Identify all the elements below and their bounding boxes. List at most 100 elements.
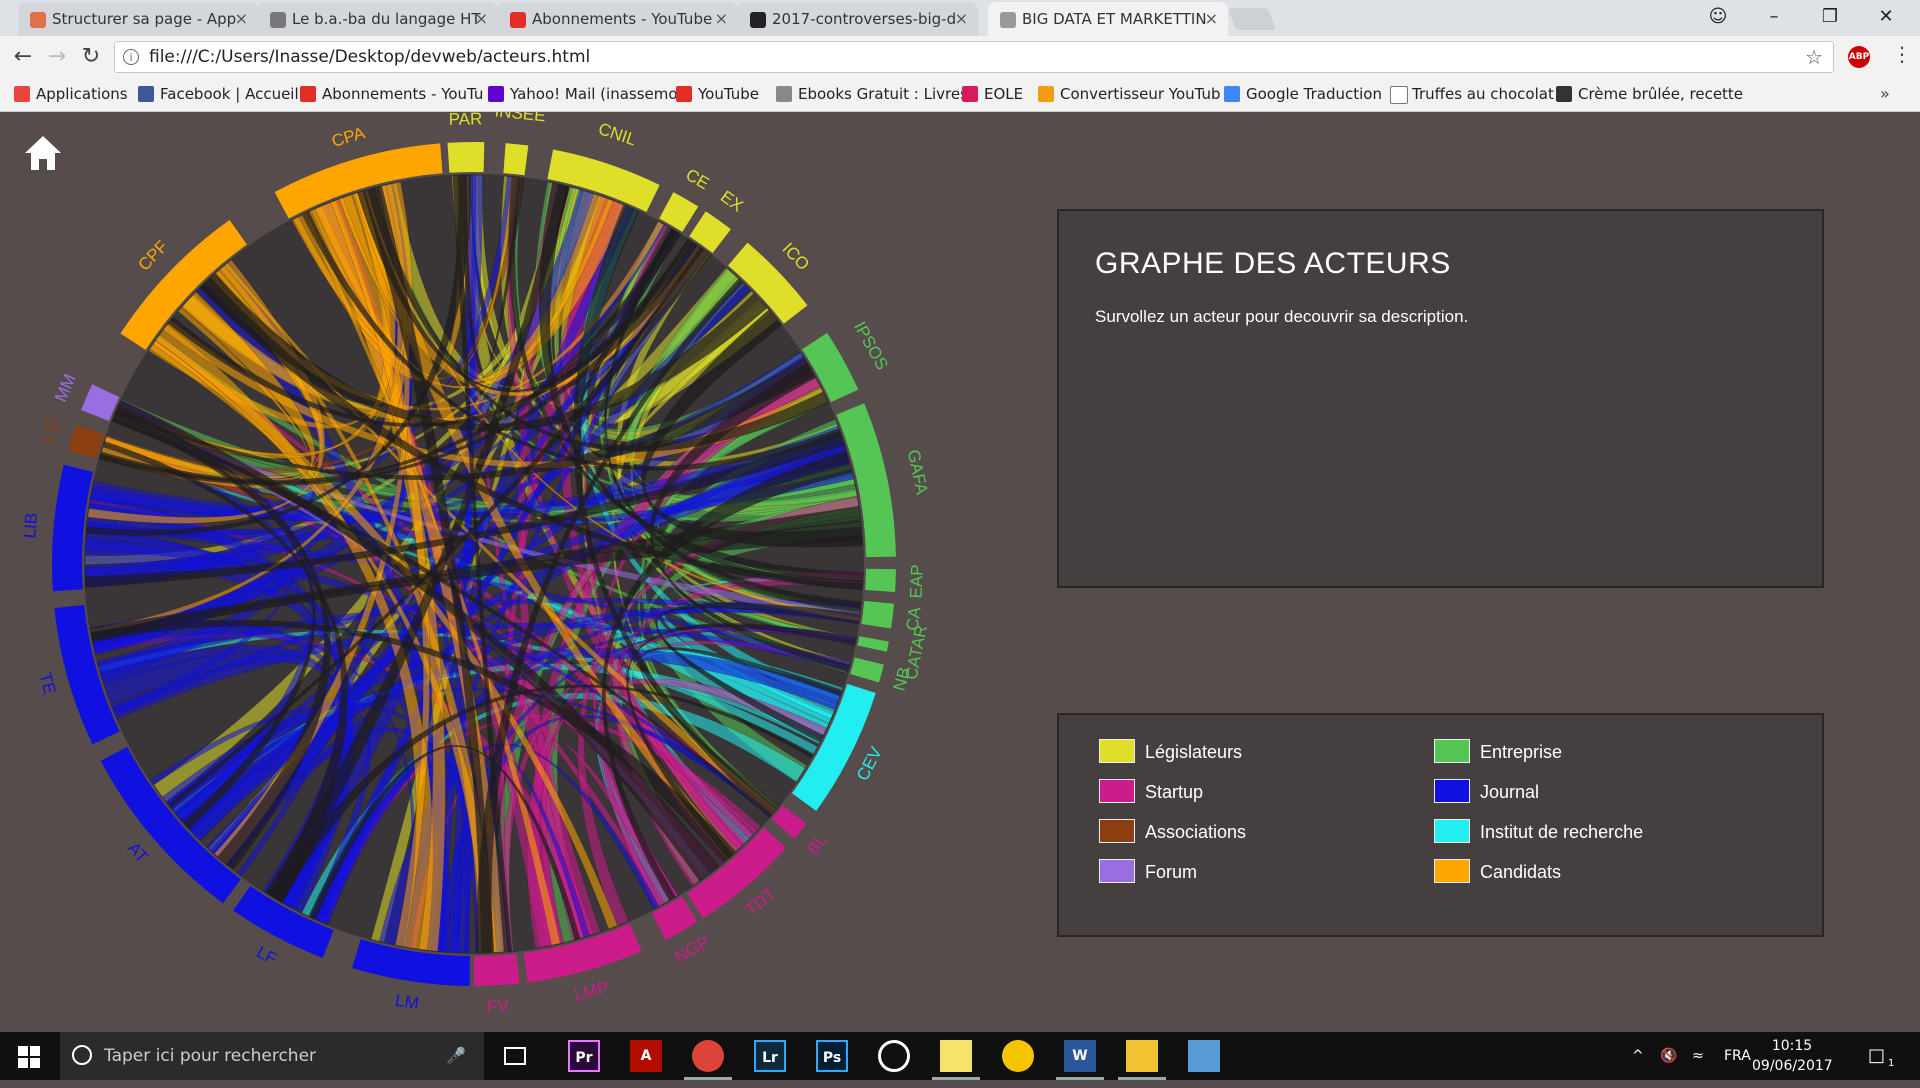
premiere-icon[interactable]: Pr [568, 1040, 600, 1072]
actor-label[interactable]: EX [717, 187, 746, 216]
sticky-notes-icon[interactable] [932, 1040, 980, 1080]
network-icon[interactable]: ≈ [1692, 1048, 1704, 1064]
bookmark-item[interactable]: EOLE [962, 78, 1050, 110]
forward-button[interactable]: → [47, 44, 67, 69]
actor-label[interactable]: IPSOS [850, 318, 892, 373]
actor-arc[interactable] [802, 332, 859, 403]
info-icon[interactable]: i [123, 49, 139, 65]
actor-label[interactable]: CE [683, 165, 713, 193]
more-bookmarks-icon[interactable]: » [1880, 84, 1890, 103]
actor-arc[interactable] [120, 220, 247, 350]
microphone-icon[interactable]: 🎤 [446, 1046, 466, 1065]
actor-label[interactable]: LF [254, 942, 280, 968]
media-icon[interactable] [878, 1040, 910, 1072]
home-icon[interactable] [22, 132, 64, 174]
menu-icon[interactable]: ⋮ [1892, 42, 1912, 66]
bookmark-item[interactable]: YouTube [676, 78, 788, 110]
actor-label[interactable]: LMP [572, 977, 611, 1005]
actor-label[interactable]: CA [903, 605, 925, 631]
actor-label[interactable]: GAFA [904, 448, 932, 497]
actor-arc[interactable] [861, 600, 895, 629]
browser-tab[interactable]: Le b.a.-ba du langage HT × [258, 2, 498, 36]
chrome-icon[interactable] [684, 1040, 732, 1080]
browser-tab[interactable]: Abonnements - YouTube × [498, 2, 738, 36]
actor-arc[interactable] [836, 403, 896, 558]
acrobat-icon[interactable]: A [630, 1040, 662, 1072]
maximize-button[interactable]: ❐ [1821, 6, 1839, 27]
lightroom-icon[interactable]: Lr [754, 1040, 786, 1072]
actor-arc[interactable] [689, 211, 731, 254]
bookmark-item[interactable]: Truffes au chocolat [1390, 78, 1562, 110]
actor-arc[interactable] [52, 464, 93, 592]
back-button[interactable]: ← [13, 44, 33, 69]
actor-arc[interactable] [54, 604, 120, 745]
minimize-button[interactable]: – [1769, 6, 1779, 27]
actor-label[interactable]: PAR [448, 112, 482, 129]
actor-label[interactable]: CEV [853, 743, 886, 783]
actor-arc[interactable] [447, 142, 485, 173]
actor-arc[interactable] [274, 143, 443, 219]
photoshop-icon[interactable]: Ps [816, 1040, 848, 1072]
new-tab-button[interactable] [1227, 8, 1277, 30]
browser-tab[interactable]: Structurer sa page - App × [18, 2, 258, 36]
windows-start-icon[interactable] [18, 1046, 40, 1068]
bookmark-item[interactable]: Yahoo! Mail (inassemo [488, 78, 680, 110]
taskbar-search[interactable]: Taper ici pour rechercher 🎤 [60, 1032, 484, 1080]
paint-icon[interactable] [1188, 1040, 1220, 1072]
actor-arc[interactable] [474, 953, 520, 986]
volume-icon[interactable]: 🔇 [1660, 1048, 1678, 1064]
bookmark-item[interactable]: Applications [14, 78, 146, 110]
browser-tab[interactable]: 2017-controverses-big-d × [738, 2, 978, 36]
actor-arc[interactable] [791, 683, 876, 811]
actor-label[interactable]: CPA [330, 123, 368, 151]
actor-label[interactable]: FV [487, 996, 510, 1012]
bookmark-item[interactable]: Google Traduction [1224, 78, 1396, 110]
actor-label[interactable]: CPF [134, 237, 171, 275]
actor-label[interactable]: NGP [671, 932, 712, 967]
bookmark-item[interactable]: Abonnements - YouTu [300, 78, 490, 110]
actor-label[interactable]: LM [394, 991, 420, 1012]
actor-label[interactable]: LQ [37, 417, 62, 444]
actor-arc[interactable] [686, 827, 787, 919]
actor-label[interactable]: NB [890, 665, 914, 693]
actor-label[interactable]: INSEE [494, 112, 547, 125]
actor-label[interactable]: TE [35, 670, 59, 696]
adblock-icon[interactable]: ABP [1848, 46, 1870, 68]
tab-close-icon[interactable]: × [1204, 9, 1218, 28]
profile-icon[interactable]: ☺ [1708, 6, 1728, 27]
actor-label[interactable]: LIB [20, 512, 41, 539]
bookmark-star-icon[interactable]: ☆ [1805, 45, 1823, 69]
actor-label[interactable]: MM [51, 371, 80, 405]
bookmark-item[interactable]: Crème brûlée, recette [1556, 78, 1748, 110]
actor-arc[interactable] [81, 384, 120, 421]
tab-close-icon[interactable]: × [714, 9, 728, 28]
clock[interactable]: 10:15 09/06/2017 [1752, 1036, 1833, 1076]
actor-label[interactable]: AT [124, 839, 152, 867]
language-indicator[interactable]: FRA [1724, 1048, 1751, 1064]
actor-arc[interactable] [865, 568, 896, 592]
word-icon[interactable]: W [1056, 1040, 1104, 1080]
actor-label[interactable]: ICO [778, 239, 813, 274]
actor-arc[interactable] [771, 805, 807, 839]
bookmark-item[interactable]: Ebooks Gratuit : Livres [776, 78, 968, 110]
actor-label[interactable]: CNIL [596, 119, 639, 149]
url-field[interactable]: i file:///C:/Users/Inasse/Desktop/devweb… [114, 41, 1834, 73]
norton-icon[interactable] [1002, 1040, 1034, 1072]
actor-arc[interactable] [651, 896, 698, 941]
bookmark-item[interactable]: Facebook | Accueil [138, 78, 310, 110]
actor-label[interactable]: BL [803, 831, 831, 859]
actor-label[interactable]: TDT [742, 884, 779, 920]
browser-tab[interactable]: BIG DATA ET MARKETTIN × [988, 2, 1228, 36]
explorer-icon[interactable] [1118, 1040, 1166, 1080]
actor-arc[interactable] [659, 192, 699, 232]
actor-arc[interactable] [547, 149, 660, 212]
actor-arc[interactable] [850, 657, 884, 683]
actor-arc[interactable] [503, 143, 529, 176]
tray-chevron-icon[interactable]: ^ [1632, 1048, 1644, 1064]
actor-label[interactable]: EAP [906, 564, 926, 599]
reload-button[interactable]: ↻ [81, 44, 101, 69]
close-window-button[interactable]: ✕ [1878, 6, 1894, 27]
notifications-icon[interactable]: □ [1868, 1045, 1886, 1066]
actor-arc[interactable] [857, 636, 889, 652]
tab-close-icon[interactable]: × [474, 9, 488, 28]
